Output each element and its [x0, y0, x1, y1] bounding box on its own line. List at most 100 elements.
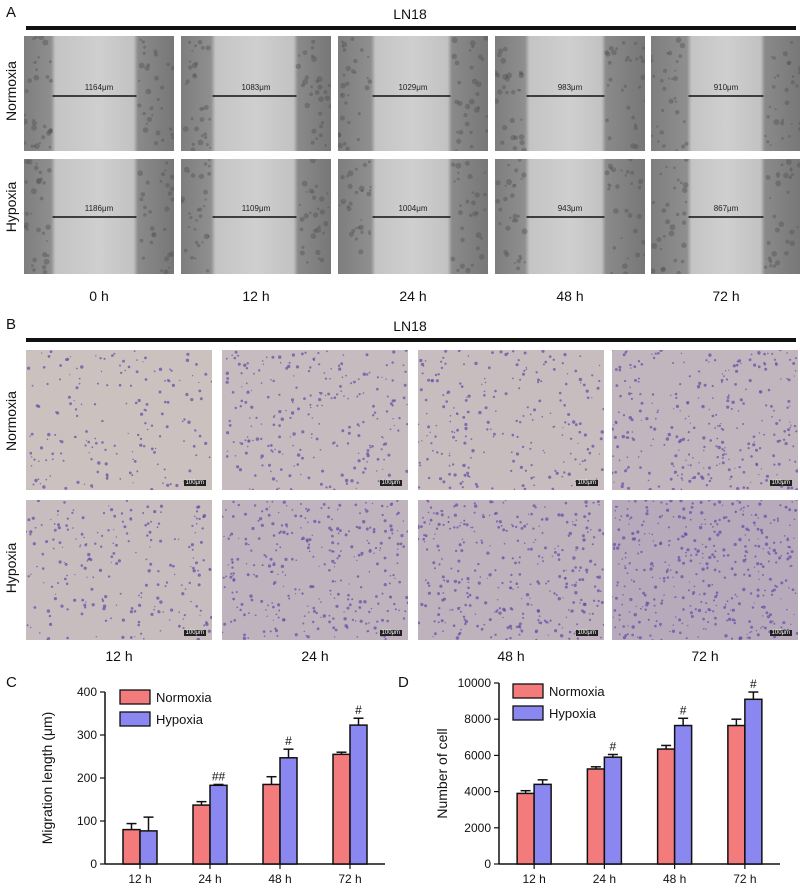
scratch-width-label: 1164μm — [24, 83, 174, 92]
panel-b-title: LN18 — [380, 318, 440, 334]
scratch-width-label: 983μm — [495, 83, 645, 92]
y-tick-label: 400 — [77, 685, 97, 699]
scratch-width-label: 1029μm — [338, 83, 488, 92]
scratch-image-hypoxia-1: 1109μm — [181, 159, 331, 274]
x-tick-label: 72 h — [733, 872, 756, 886]
scratch-image-hypoxia-2: 1004μm — [338, 159, 488, 274]
panel-a-time-0: 0 h — [24, 288, 174, 304]
legend-swatch-normoxia — [513, 684, 543, 698]
scale-bar-label: 100μm — [184, 630, 206, 636]
scratch-image-hypoxia-4: 867μm — [651, 159, 800, 274]
panel-a-time-2: 24 h — [338, 288, 488, 304]
legend-label-hypoxia: Hypoxia — [549, 706, 597, 721]
scratch-width-label: 867μm — [651, 204, 800, 213]
significance-mark: # — [680, 703, 687, 717]
scale-bar-label: 100μm — [576, 480, 598, 486]
panel-b-time-3: 72 h — [612, 648, 798, 664]
bar-hypoxia — [140, 831, 157, 864]
bar-hypoxia — [675, 726, 692, 864]
panel-b-row-hypoxia: Hypoxia — [3, 508, 19, 628]
scratch-image-normoxia-0: 1164μm — [24, 36, 174, 151]
bar-normoxia — [193, 805, 210, 864]
significance-mark: # — [610, 739, 617, 753]
scale-bar-label: 100μm — [380, 480, 402, 486]
scale-bar-label: 100μm — [184, 480, 206, 486]
legend-swatch-hypoxia — [513, 706, 543, 720]
bar-hypoxia — [745, 699, 762, 864]
scratch-image-hypoxia-3: 943μm — [495, 159, 645, 274]
x-tick-label: 48 h — [268, 872, 291, 886]
x-tick-label: 12 h — [128, 872, 151, 886]
bar-hypoxia — [280, 758, 297, 864]
legend-label-hypoxia: Hypoxia — [156, 712, 204, 727]
chart-migration-length: 0 100 200 300 400 Migration length (μm) 12 h 24… — [0, 670, 395, 890]
panel-b-time-0: 12 h — [26, 648, 212, 664]
x-tick-label: 48 h — [663, 872, 686, 886]
significance-mark: # — [750, 677, 757, 691]
transwell-image-normoxia-2: 100μm — [418, 350, 604, 490]
panel-b-letter: B — [6, 316, 16, 333]
significance-mark: ## — [212, 769, 226, 783]
scale-bar-label: 100μm — [380, 630, 402, 636]
panel-a-title-bar — [26, 26, 796, 30]
transwell-image-normoxia-0: 100μm — [26, 350, 212, 490]
panel-a-row-normoxia: Normoxia — [3, 31, 19, 151]
chart-number-of-cell: 0 2000 4000 6000 8000 10000 Number of cell 12 h… — [395, 670, 800, 890]
bar-normoxia — [658, 749, 675, 864]
panel-a-row-hypoxia: Hypoxia — [3, 147, 19, 267]
legend-label-normoxia: Normoxia — [549, 684, 605, 699]
scratch-width-label: 1083μm — [181, 83, 331, 92]
scratch-image-normoxia-1: 1083μm — [181, 36, 331, 151]
bar-normoxia — [123, 830, 140, 864]
legend-swatch-hypoxia — [120, 712, 150, 726]
scale-bar-label: 100μm — [576, 630, 598, 636]
bar-normoxia — [517, 793, 534, 864]
panel-b-time-2: 48 h — [418, 648, 604, 664]
bar-hypoxia — [604, 757, 621, 864]
panel-a-time-1: 12 h — [181, 288, 331, 304]
panel-a-time-4: 72 h — [651, 288, 800, 304]
transwell-image-hypoxia-3: 100μm — [612, 500, 798, 640]
panel-b-time-1: 24 h — [222, 648, 408, 664]
panel-b-row-normoxia: Normoxia — [3, 361, 19, 481]
y-tick-label: 0 — [90, 857, 97, 871]
bar-normoxia — [333, 754, 350, 864]
significance-mark: # — [355, 703, 362, 717]
transwell-image-normoxia-3: 100μm — [612, 350, 798, 490]
y-tick-label: 6000 — [464, 748, 491, 762]
x-tick-label: 12 h — [522, 872, 545, 886]
y-tick-label: 4000 — [464, 785, 491, 799]
y-tick-label: 100 — [77, 814, 97, 828]
scratch-image-normoxia-3: 983μm — [495, 36, 645, 151]
transwell-image-hypoxia-0: 100μm — [26, 500, 212, 640]
scratch-width-label: 910μm — [651, 83, 800, 92]
y-axis-label: Migration length (μm) — [39, 712, 55, 845]
transwell-image-hypoxia-1: 100μm — [222, 500, 408, 640]
scratch-width-label: 1186μm — [24, 204, 174, 213]
scale-bar-label: 100μm — [770, 480, 792, 486]
bar-hypoxia — [534, 784, 551, 864]
scratch-width-label: 943μm — [495, 204, 645, 213]
scratch-image-normoxia-4: 910μm — [651, 36, 800, 151]
scratch-width-label: 1109μm — [181, 204, 331, 213]
panel-b-title-bar — [26, 338, 796, 342]
transwell-image-normoxia-1: 100μm — [222, 350, 408, 490]
legend-swatch-normoxia — [120, 690, 150, 704]
bar-hypoxia — [350, 725, 367, 864]
y-axis-label: Number of cell — [434, 728, 450, 818]
y-tick-label: 200 — [77, 771, 97, 785]
bar-hypoxia — [210, 785, 227, 864]
y-tick-label: 2000 — [464, 821, 491, 835]
panel-a-title: LN18 — [380, 6, 440, 22]
y-tick-label: 8000 — [464, 712, 491, 726]
transwell-image-hypoxia-2: 100μm — [418, 500, 604, 640]
legend-label-normoxia: Normoxia — [156, 690, 212, 705]
significance-mark: # — [285, 734, 292, 748]
y-tick-label: 0 — [484, 857, 491, 871]
panel-a-letter: A — [6, 4, 16, 21]
x-tick-label: 24 h — [593, 872, 616, 886]
x-tick-label: 24 h — [198, 872, 221, 886]
y-tick-label: 10000 — [458, 676, 492, 690]
scratch-width-label: 1004μm — [338, 204, 488, 213]
bar-normoxia — [587, 769, 604, 864]
